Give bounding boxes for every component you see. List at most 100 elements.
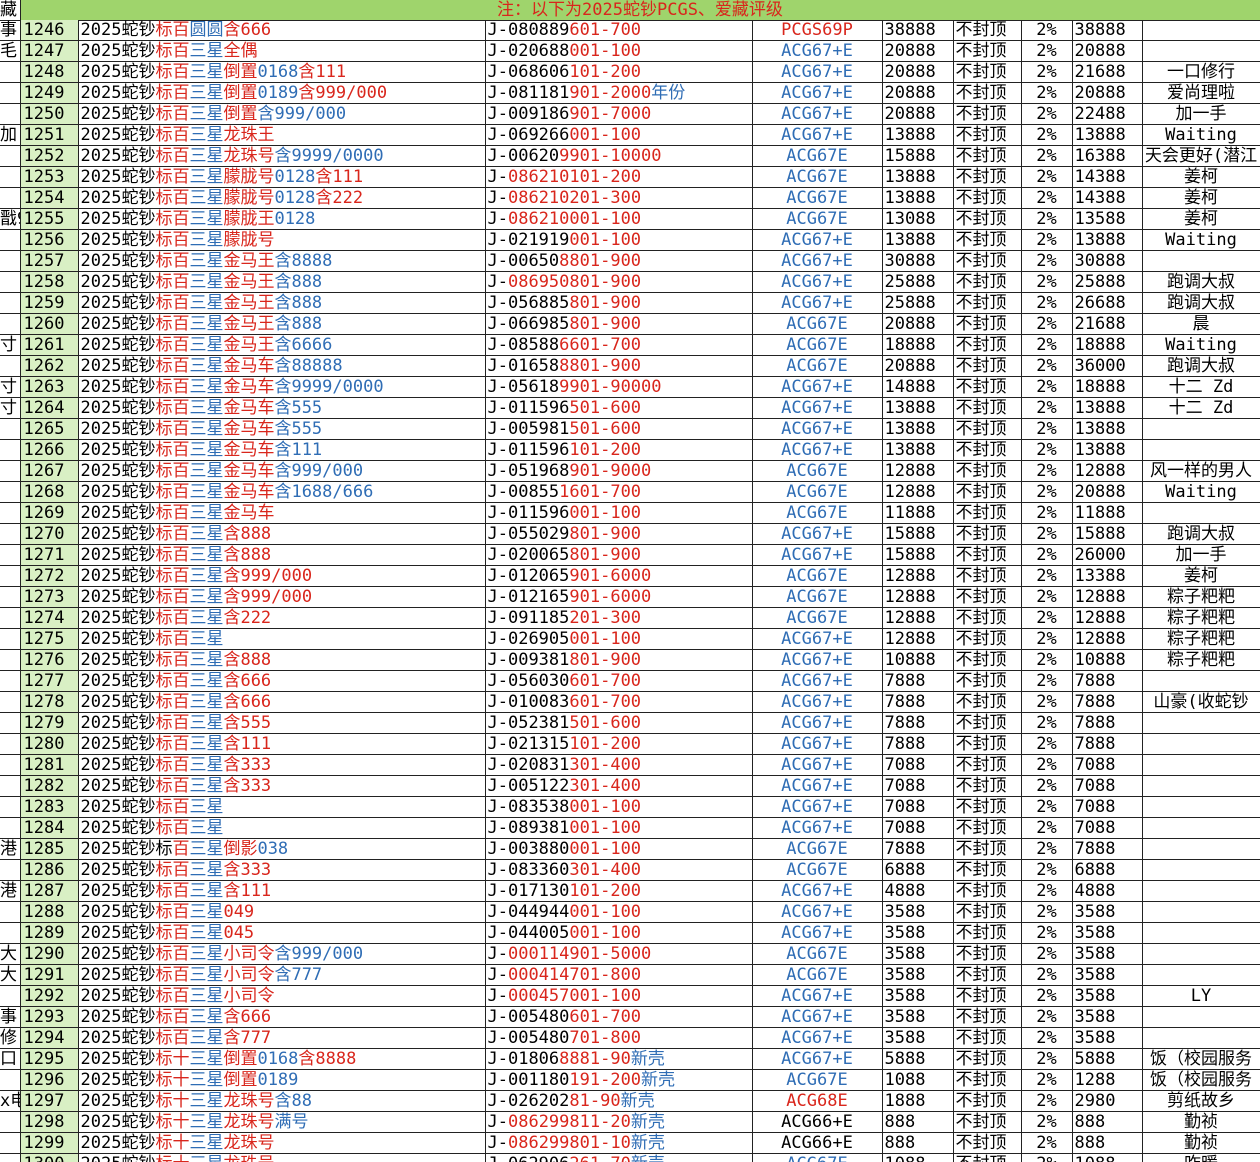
cell-left-fragment[interactable]: 港 bbox=[0, 880, 21, 902]
cell-grade[interactable]: ACG66+E bbox=[752, 1111, 883, 1133]
cell-item-name[interactable]: 2025蛇钞标百三星金马车含555 bbox=[78, 397, 486, 419]
cell-grade[interactable]: ACG67E bbox=[752, 187, 883, 209]
cell-fee[interactable]: 2% bbox=[1021, 103, 1073, 125]
cell-deal-price[interactable]: 18888 bbox=[1072, 334, 1143, 356]
cell-serial[interactable]: J-062906261-70新壳 bbox=[485, 1153, 753, 1162]
cell-start-price[interactable]: 3588 bbox=[882, 964, 954, 986]
cell-left-fragment[interactable] bbox=[0, 859, 21, 881]
cell-left-fragment[interactable] bbox=[0, 355, 21, 377]
cell-left-fragment[interactable] bbox=[0, 754, 21, 776]
cell-start-price[interactable]: 3588 bbox=[882, 1006, 954, 1028]
cell-item-name[interactable]: 2025蛇钞标百三星倒影038 bbox=[78, 838, 486, 860]
cell-fee[interactable]: 2% bbox=[1021, 1132, 1073, 1154]
cell-fee[interactable]: 2% bbox=[1021, 460, 1073, 482]
cell-cap[interactable]: 不封顶 bbox=[953, 103, 1022, 125]
cell-deal-price[interactable]: 11888 bbox=[1072, 502, 1143, 524]
cell-number[interactable]: 1279 bbox=[20, 712, 79, 734]
cell-fee[interactable]: 2% bbox=[1021, 397, 1073, 419]
cell-serial[interactable]: J-026905001-100 bbox=[485, 628, 753, 650]
cell-left-fragment[interactable] bbox=[0, 1069, 21, 1091]
cell-left-fragment[interactable] bbox=[0, 460, 21, 482]
cell-cap[interactable]: 不封顶 bbox=[953, 166, 1022, 188]
cell-number[interactable]: 1250 bbox=[20, 103, 79, 125]
cell-cap[interactable]: 不封顶 bbox=[953, 250, 1022, 272]
cell-cap[interactable]: 不封顶 bbox=[953, 292, 1022, 314]
cell-cap[interactable]: 不封顶 bbox=[953, 733, 1022, 755]
cell-fee[interactable]: 2% bbox=[1021, 544, 1073, 566]
cell-cap[interactable]: 不封顶 bbox=[953, 20, 1022, 41]
cell-start-price[interactable]: 1088 bbox=[882, 1153, 954, 1162]
cell-number[interactable]: 1262 bbox=[20, 355, 79, 377]
cell-start-price[interactable]: 11888 bbox=[882, 502, 954, 524]
cell-buyer[interactable]: 粽子粑粑 bbox=[1142, 586, 1260, 608]
cell-fee[interactable]: 2% bbox=[1021, 796, 1073, 818]
cell-buyer[interactable] bbox=[1142, 439, 1260, 461]
cell-deal-price[interactable]: 7888 bbox=[1072, 670, 1143, 692]
cell-fee[interactable]: 2% bbox=[1021, 670, 1073, 692]
cell-item-name[interactable]: 2025蛇钞标百三星含888 bbox=[78, 649, 486, 671]
cell-left-fragment[interactable] bbox=[0, 61, 21, 83]
cell-number[interactable]: 1283 bbox=[20, 796, 79, 818]
cell-cap[interactable]: 不封顶 bbox=[953, 271, 1022, 293]
cell-cap[interactable]: 不封顶 bbox=[953, 838, 1022, 860]
cell-fee[interactable]: 2% bbox=[1021, 628, 1073, 650]
cell-deal-price[interactable]: 20888 bbox=[1072, 481, 1143, 503]
cell-item-name[interactable]: 2025蛇钞标百三星小司令 bbox=[78, 985, 486, 1007]
cell-serial[interactable]: J-089381001-100 bbox=[485, 817, 753, 839]
cell-buyer[interactable]: LY bbox=[1142, 985, 1260, 1007]
cell-left-fragment[interactable] bbox=[0, 607, 21, 629]
cell-number[interactable]: 1277 bbox=[20, 670, 79, 692]
cell-fee[interactable]: 2% bbox=[1021, 1048, 1073, 1070]
cell-serial[interactable]: J-069266001-100 bbox=[485, 124, 753, 146]
cell-item-name[interactable]: 2025蛇钞标百三星倒置0168含111 bbox=[78, 61, 486, 83]
cell-deal-price[interactable]: 36000 bbox=[1072, 355, 1143, 377]
cell-deal-price[interactable]: 7088 bbox=[1072, 796, 1143, 818]
cell-serial[interactable]: J-012065901-6000 bbox=[485, 565, 753, 587]
cell-left-fragment[interactable]: x电 bbox=[0, 1090, 21, 1112]
cell-number[interactable]: 1255 bbox=[20, 208, 79, 230]
cell-start-price[interactable]: 25888 bbox=[882, 292, 954, 314]
cell-serial[interactable]: J-018068881-90新壳 bbox=[485, 1048, 753, 1070]
cell-grade[interactable]: ACG67E bbox=[752, 355, 883, 377]
cell-left-fragment[interactable] bbox=[0, 775, 21, 797]
cell-number[interactable]: 1287 bbox=[20, 880, 79, 902]
cell-grade[interactable]: ACG67E bbox=[752, 943, 883, 965]
cell-fee[interactable]: 2% bbox=[1021, 271, 1073, 293]
cell-start-price[interactable]: 3588 bbox=[882, 901, 954, 923]
cell-number[interactable]: 1261 bbox=[20, 334, 79, 356]
cell-cap[interactable]: 不封顶 bbox=[953, 40, 1022, 62]
cell-grade[interactable]: ACG67E bbox=[752, 859, 883, 881]
cell-deal-price[interactable]: 3588 bbox=[1072, 943, 1143, 965]
cell-number[interactable]: 1247 bbox=[20, 40, 79, 62]
cell-number[interactable]: 1296 bbox=[20, 1069, 79, 1091]
cell-start-price[interactable]: 7088 bbox=[882, 796, 954, 818]
cell-buyer[interactable]: 山豪(收蛇钞 bbox=[1142, 691, 1260, 713]
cell-buyer[interactable]: 十二 Zd bbox=[1142, 376, 1260, 398]
cell-left-fragment[interactable] bbox=[0, 439, 21, 461]
cell-grade[interactable]: ACG67+E bbox=[752, 124, 883, 146]
cell-start-price[interactable]: 7888 bbox=[882, 712, 954, 734]
cell-deal-price[interactable]: 18888 bbox=[1072, 376, 1143, 398]
cell-item-name[interactable]: 2025蛇钞标百三星金马王含888 bbox=[78, 271, 486, 293]
cell-number[interactable]: 1288 bbox=[20, 901, 79, 923]
cell-grade[interactable]: ACG67+E bbox=[752, 1027, 883, 1049]
cell-item-name[interactable]: 2025蛇钞标百三星含666 bbox=[78, 670, 486, 692]
cell-grade[interactable]: ACG67+E bbox=[752, 229, 883, 251]
cell-item-name[interactable]: 2025蛇钞标百三星含333 bbox=[78, 775, 486, 797]
cell-buyer[interactable] bbox=[1142, 880, 1260, 902]
cell-left-fragment[interactable]: 港 bbox=[0, 838, 21, 860]
cell-buyer[interactable]: 十二 Zd bbox=[1142, 397, 1260, 419]
cell-start-price[interactable]: 20888 bbox=[882, 82, 954, 104]
cell-cap[interactable]: 不封顶 bbox=[953, 607, 1022, 629]
cell-number[interactable]: 1300 bbox=[20, 1153, 79, 1162]
cell-number[interactable]: 1285 bbox=[20, 838, 79, 860]
cell-deal-price[interactable]: 3588 bbox=[1072, 922, 1143, 944]
cell-buyer[interactable] bbox=[1142, 775, 1260, 797]
cell-start-price[interactable]: 12888 bbox=[882, 481, 954, 503]
cell-fee[interactable]: 2% bbox=[1021, 439, 1073, 461]
cell-start-price[interactable]: 5888 bbox=[882, 1048, 954, 1070]
cell-grade[interactable]: ACG67E bbox=[752, 502, 883, 524]
cell-buyer[interactable] bbox=[1142, 901, 1260, 923]
cell-buyer[interactable] bbox=[1142, 838, 1260, 860]
cell-left-fragment[interactable]: 大 bbox=[0, 943, 21, 965]
